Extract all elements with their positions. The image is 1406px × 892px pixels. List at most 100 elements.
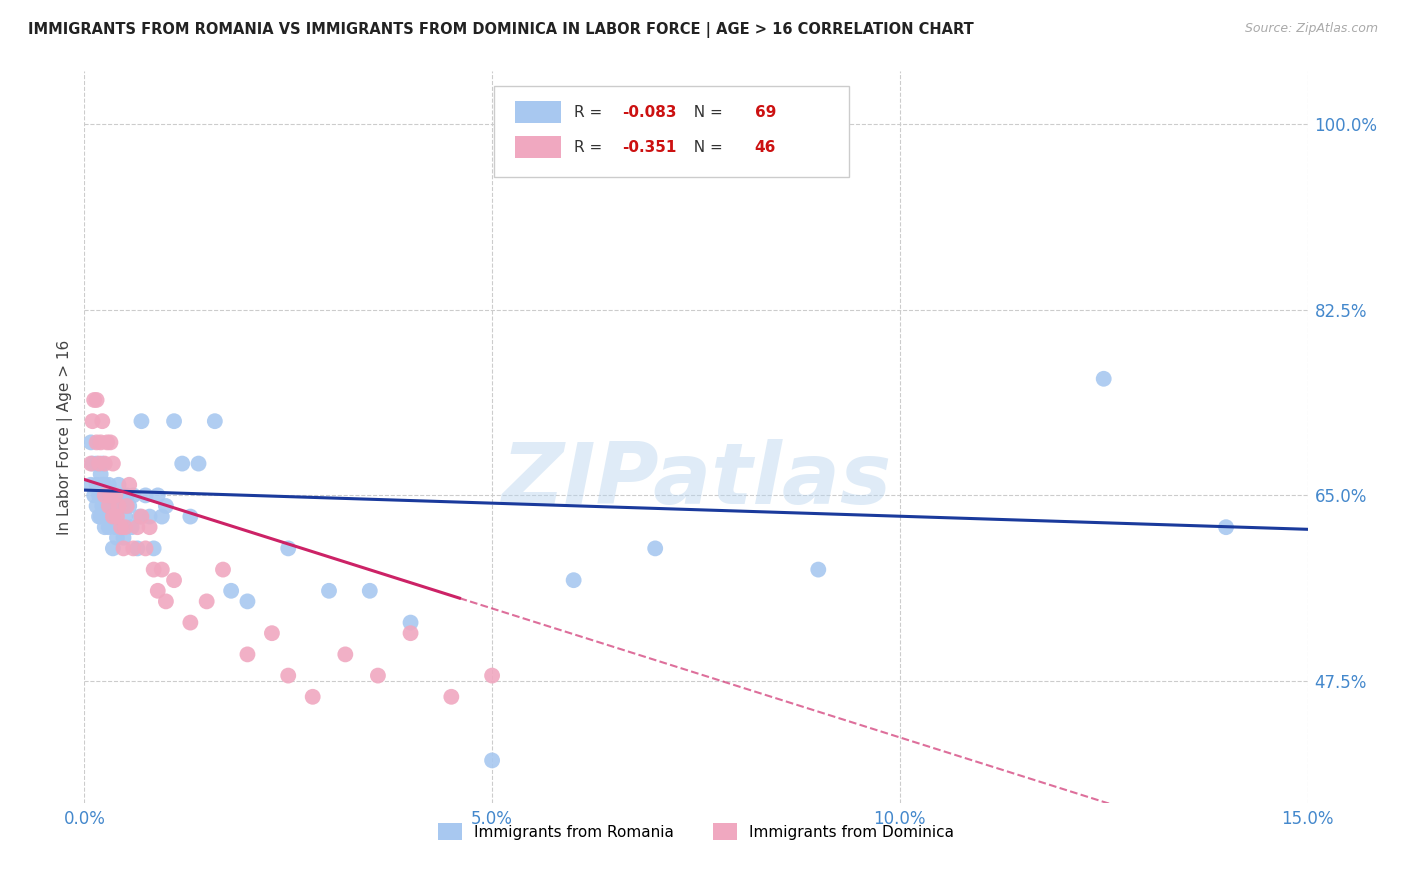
Point (87, 457, 110, 471)
Point (335, 648, 357, 662)
Y-axis label: In Labor Force | Age > 16: In Labor Force | Age > 16 (58, 340, 73, 534)
Text: ZIPatlas: ZIPatlas (501, 440, 891, 523)
Point (104, 520, 127, 534)
Text: 69: 69 (755, 105, 776, 120)
Point (138, 520, 160, 534)
Point (97, 499, 120, 513)
Point (172, 457, 194, 471)
Point (131, 414, 153, 428)
FancyBboxPatch shape (515, 136, 561, 159)
FancyBboxPatch shape (515, 102, 561, 123)
Point (80, 477, 103, 491)
Point (155, 594, 177, 608)
Point (93, 520, 115, 534)
Point (131, 509, 153, 524)
Point (90, 509, 112, 524)
Point (399, 626, 422, 640)
Point (212, 563, 235, 577)
Point (121, 520, 143, 534)
Point (163, 573, 186, 587)
Point (807, 563, 830, 577)
Point (112, 499, 135, 513)
Point (122, 541, 145, 556)
Point (96, 435, 118, 450)
Point (101, 509, 124, 524)
Point (90, 467, 112, 482)
Point (155, 499, 177, 513)
Point (86, 435, 108, 450)
Point (107, 520, 129, 534)
Point (115, 499, 138, 513)
Point (97, 520, 120, 534)
Point (97, 477, 120, 491)
Point (100, 488, 122, 502)
Point (110, 520, 132, 534)
Point (91, 477, 114, 491)
Point (107, 499, 129, 513)
Point (481, 753, 503, 767)
Text: IMMIGRANTS FROM ROMANIA VS IMMIGRANTS FROM DOMINICA IN LABOR FORCE | AGE > 16 CO: IMMIGRANTS FROM ROMANIA VS IMMIGRANTS FR… (28, 22, 974, 38)
Text: R =: R = (574, 140, 612, 155)
Point (83, 392, 105, 407)
Point (179, 615, 201, 630)
Point (127, 520, 149, 534)
Text: Source: ZipAtlas.com: Source: ZipAtlas.com (1244, 22, 1378, 36)
Point (104, 488, 127, 502)
Point (100, 509, 122, 524)
Point (93, 488, 115, 502)
Point (142, 563, 165, 577)
Point (150, 563, 173, 577)
Point (128, 509, 150, 524)
Point (105, 531, 128, 545)
Point (301, 690, 323, 704)
Point (82, 457, 104, 471)
Point (163, 414, 186, 428)
Point (87, 509, 110, 524)
Point (277, 668, 299, 682)
Point (80, 435, 103, 450)
Point (367, 668, 389, 682)
Text: R =: R = (574, 105, 607, 120)
Point (101, 509, 124, 524)
Point (107, 477, 129, 491)
Point (105, 499, 128, 513)
Point (114, 509, 136, 524)
Point (135, 541, 157, 556)
Point (399, 615, 422, 630)
Text: -0.083: -0.083 (623, 105, 678, 120)
Point (127, 541, 149, 556)
Point (80, 457, 103, 471)
Point (562, 573, 585, 587)
Point (236, 648, 259, 662)
Point (100, 488, 122, 502)
Point (150, 509, 173, 524)
Point (142, 541, 165, 556)
Point (1092, 372, 1115, 386)
Point (86, 477, 108, 491)
Point (86, 499, 108, 513)
Point (90, 435, 112, 450)
Point (100, 499, 122, 513)
Point (359, 583, 381, 598)
Text: N =: N = (683, 105, 727, 120)
Point (481, 668, 503, 682)
Point (110, 488, 132, 502)
Point (112, 531, 135, 545)
FancyBboxPatch shape (494, 86, 849, 178)
Point (644, 541, 666, 556)
Point (112, 541, 135, 556)
Point (138, 509, 160, 524)
Point (277, 541, 299, 556)
Point (91, 457, 114, 471)
Point (90, 488, 112, 502)
Point (83, 488, 105, 502)
Point (91, 414, 114, 428)
Point (93, 477, 115, 491)
Point (110, 520, 132, 534)
Point (86, 457, 108, 471)
Point (187, 457, 209, 471)
Point (179, 509, 201, 524)
Point (82, 414, 104, 428)
Point (114, 520, 136, 534)
Point (93, 499, 115, 513)
